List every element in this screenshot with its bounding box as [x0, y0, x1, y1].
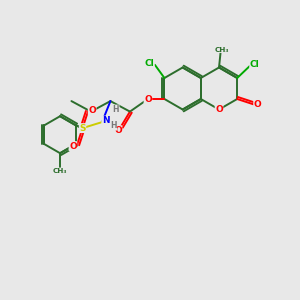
Text: CH₃: CH₃: [215, 46, 229, 52]
Text: S: S: [79, 124, 86, 133]
Text: O: O: [69, 142, 77, 151]
Text: O: O: [254, 100, 262, 109]
Text: O: O: [144, 94, 152, 103]
Text: Cl: Cl: [250, 60, 260, 69]
Text: O: O: [88, 106, 96, 115]
Text: O: O: [114, 126, 122, 135]
Text: Cl: Cl: [145, 59, 154, 68]
Text: N: N: [102, 116, 110, 125]
Text: O: O: [215, 105, 223, 114]
Text: H: H: [112, 105, 119, 114]
Text: H: H: [110, 121, 117, 130]
Text: CH₃: CH₃: [53, 168, 67, 174]
